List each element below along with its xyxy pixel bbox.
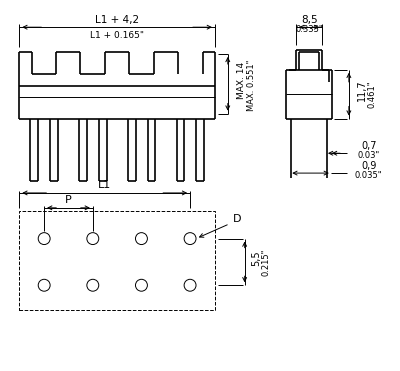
Text: D: D [232, 214, 241, 224]
Text: 0.335": 0.335" [295, 25, 323, 34]
Text: P: P [65, 195, 72, 205]
Text: MAX. 0.551": MAX. 0.551" [247, 60, 256, 111]
Text: 0,7: 0,7 [361, 141, 376, 151]
Bar [19, 211, 215, 310]
Text: L1 + 0.165": L1 + 0.165" [90, 31, 144, 40]
Text: 0.461": 0.461" [367, 81, 376, 108]
Text: L1: L1 [98, 180, 111, 190]
Text: 5,5: 5,5 [252, 250, 262, 266]
Text: 11,7: 11,7 [357, 79, 367, 101]
Text: 8,5: 8,5 [301, 15, 318, 25]
Text: L1 + 4,2: L1 + 4,2 [95, 15, 139, 25]
Text: MAX. 14: MAX. 14 [237, 62, 246, 99]
Text: 0.03": 0.03" [358, 151, 380, 160]
Text: 0,9: 0,9 [361, 161, 376, 171]
Text: 0.215": 0.215" [262, 248, 271, 276]
Text: 0.035": 0.035" [355, 171, 382, 180]
